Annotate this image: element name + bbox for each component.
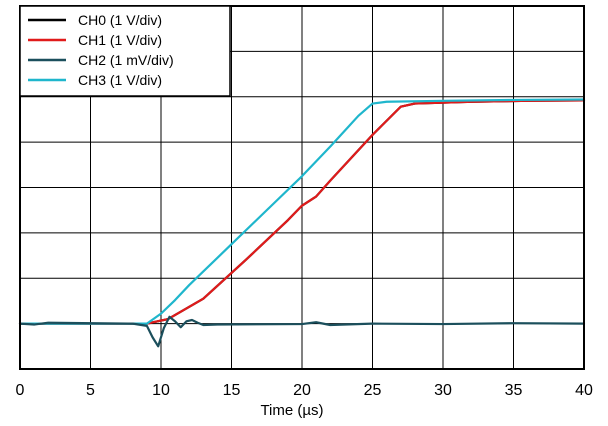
legend-label: CH3 (1 V/div) [78,72,162,88]
x-tick-label: 20 [293,382,311,399]
x-tick-labels: 0 5 10 15 20 25 30 35 40 [16,382,593,399]
legend-label: CH2 (1 mV/div) [78,52,174,68]
series-line-ch3 [18,98,586,325]
plot-frame [19,5,585,370]
legend: CH0 (1 V/div) CH1 (1 V/div) CH2 (1 mV/div)… [19,5,231,97]
x-axis-label: Time (µs) [260,402,323,419]
x-tick-label: 5 [86,382,95,399]
x-tick-label: 10 [152,382,170,399]
x-tick-label: 30 [434,382,452,399]
x-tick-label: 25 [364,382,382,399]
series-layer [18,98,586,348]
series-line-ch1 [18,99,586,325]
legend-label: CH0 (1 V/div) [78,12,162,28]
x-tick-label: 40 [575,382,593,399]
x-tick-label: 0 [16,382,25,399]
x-tick-label: 35 [505,382,523,399]
legend-label: CH1 (1 V/div) [78,32,162,48]
x-tick-label: 15 [223,382,241,399]
series-line-ch2 [18,315,586,348]
